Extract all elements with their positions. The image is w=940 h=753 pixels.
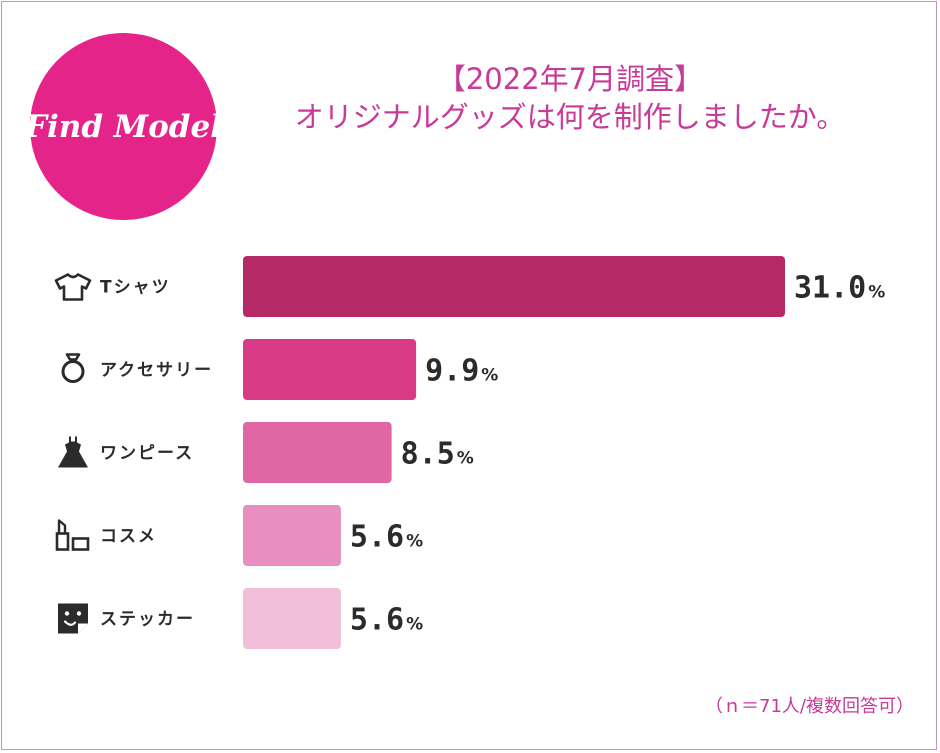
bar bbox=[243, 505, 341, 566]
data-label-unit: % bbox=[406, 615, 423, 635]
category-label: アクセサリー bbox=[100, 361, 213, 381]
data-label: 9.9% bbox=[425, 354, 498, 389]
data-label-value: 5.6 bbox=[350, 520, 404, 555]
category-label: ワンピース bbox=[100, 444, 194, 464]
category-label: コスメ bbox=[100, 527, 157, 547]
sticker-icon bbox=[58, 603, 88, 634]
sample-size-note: （ｎ＝71人/複数回答可） bbox=[705, 696, 914, 717]
data-label-unit: % bbox=[481, 366, 498, 386]
t-shirt-icon bbox=[54, 273, 92, 301]
logo-text: Find Model bbox=[25, 108, 222, 145]
bar bbox=[243, 339, 417, 400]
find-model-logo: Find Model bbox=[25, 33, 222, 220]
bar bbox=[243, 422, 392, 483]
chart-heading: 【2022年7月調査】 オリジナルグッズは何を制作しましたか。 bbox=[240, 60, 900, 136]
data-label-value: 8.5 bbox=[401, 437, 455, 472]
survey-date-title: 【2022年7月調査】 bbox=[436, 62, 704, 96]
data-label-unit: % bbox=[406, 532, 423, 552]
ring-icon bbox=[61, 353, 85, 383]
data-label-unit: % bbox=[868, 283, 885, 303]
data-label-value: 31.0 bbox=[794, 271, 866, 306]
data-label: 5.6% bbox=[350, 520, 423, 555]
category-label: Tシャツ bbox=[100, 278, 171, 298]
data-label: 31.0% bbox=[794, 271, 885, 306]
survey-question-title: オリジナルグッズは何を制作しましたか。 bbox=[294, 100, 846, 134]
dress-icon bbox=[58, 436, 88, 468]
lipstick-icon bbox=[55, 519, 90, 551]
bar bbox=[243, 588, 341, 649]
data-label-unit: % bbox=[457, 449, 474, 469]
data-label-value: 9.9 bbox=[425, 354, 479, 389]
bar bbox=[243, 256, 785, 317]
data-label: 8.5% bbox=[401, 437, 474, 472]
category-label: ステッカー bbox=[100, 610, 195, 630]
data-label-value: 5.6 bbox=[350, 603, 404, 638]
data-label: 5.6% bbox=[350, 603, 423, 638]
